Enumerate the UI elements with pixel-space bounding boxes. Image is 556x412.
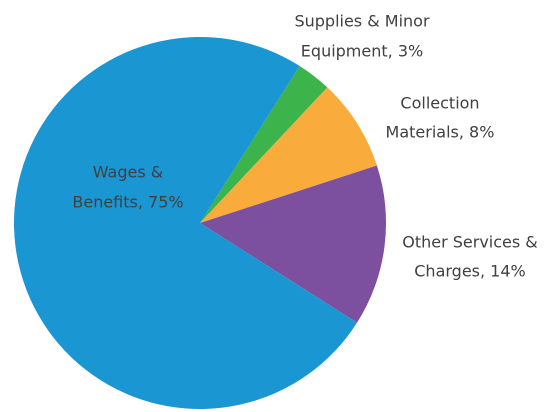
slice-label: Wages & [93, 163, 164, 182]
slice-label: Collection [400, 94, 479, 113]
slice-label: Equipment, 3% [301, 42, 423, 61]
slice-label: Benefits, 75% [72, 193, 183, 212]
slice-label: Supplies & Minor [294, 12, 430, 31]
slice-label: Materials, 8% [386, 123, 495, 142]
slice-label: Other Services & [402, 233, 538, 252]
slice-label: Charges, 14% [414, 262, 525, 281]
pie-slice [200, 87, 377, 223]
pie-slice [200, 65, 328, 223]
pie-slice [200, 165, 386, 323]
pie-slice [13, 36, 358, 409]
